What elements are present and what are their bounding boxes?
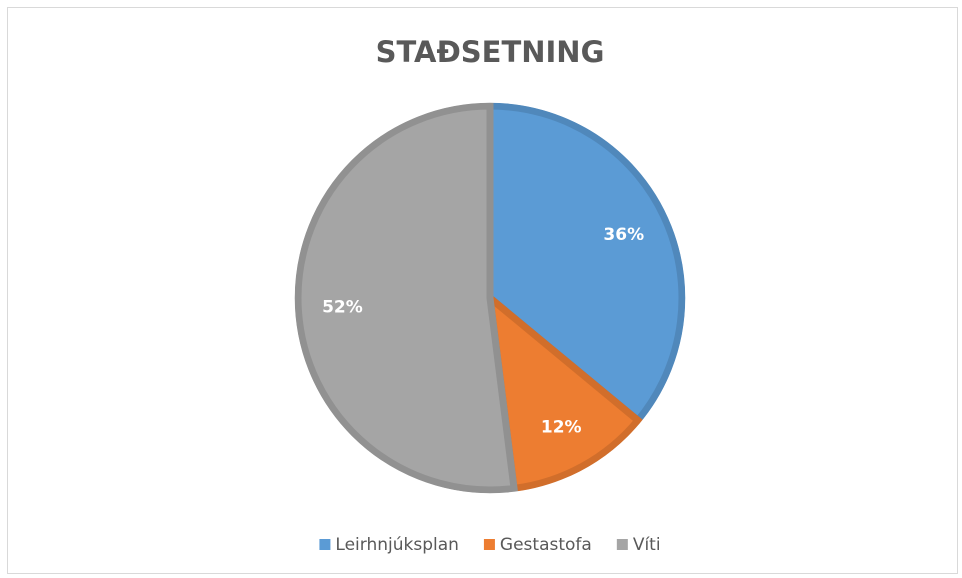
pie-outline [293,101,687,495]
pie-slice [486,102,686,426]
data-label: 52% [322,297,363,317]
legend-swatch [319,539,331,550]
data-label: 12% [541,418,582,438]
legend-swatch [616,539,628,550]
legend-label: Leirhnjúksplan [335,535,459,555]
legend-label: Víti [633,535,661,555]
legend-swatch [483,539,495,550]
pie-slice [485,289,643,493]
legend-label: Gestastofa [500,535,592,555]
pie-slice [294,102,518,494]
data-label: 36% [603,225,644,245]
chart-title: STAÐSETNING [376,35,605,69]
